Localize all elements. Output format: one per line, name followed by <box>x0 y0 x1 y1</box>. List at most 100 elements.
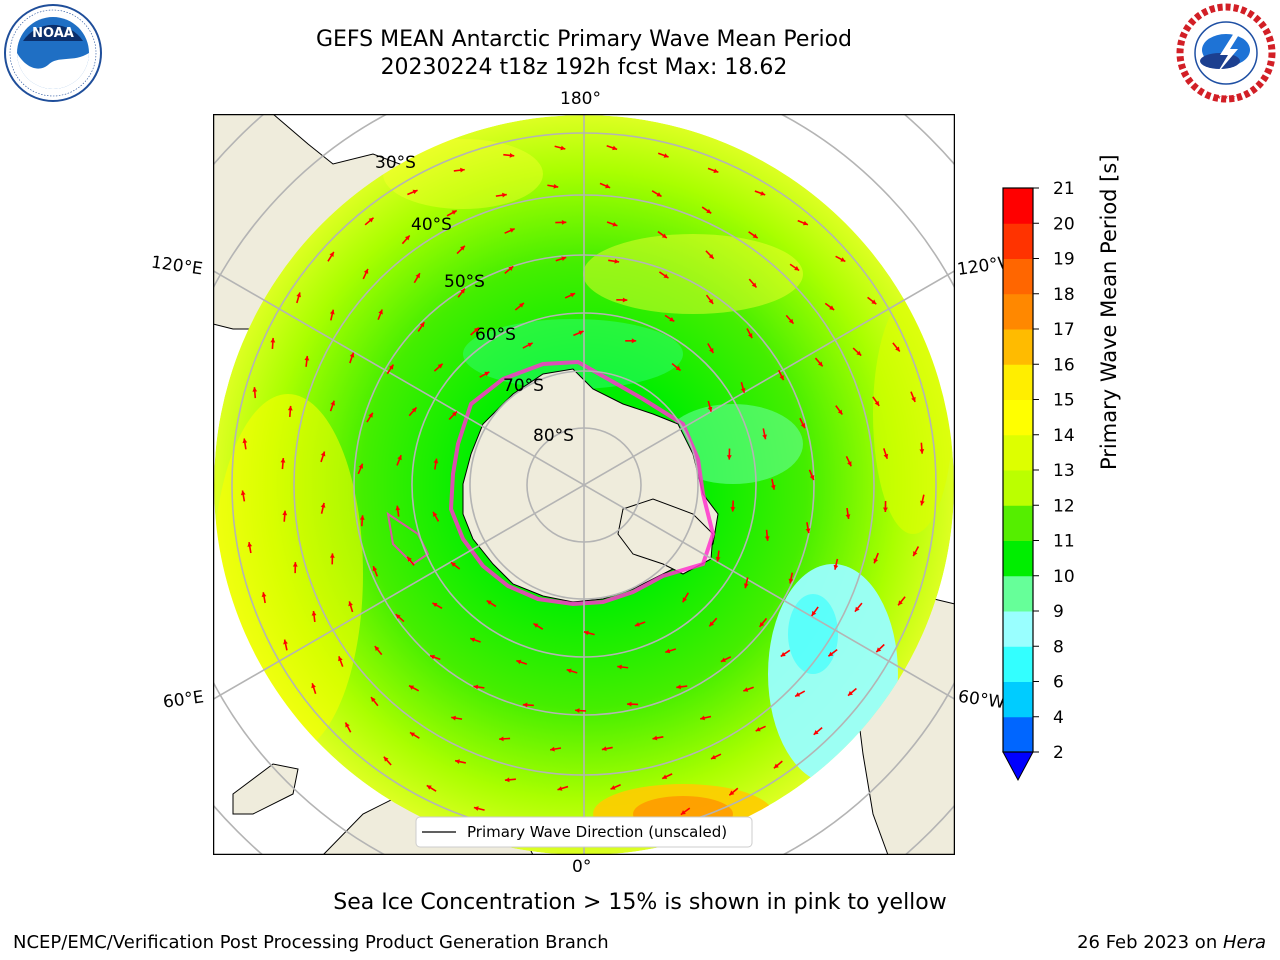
wave-arrow-head <box>874 400 880 406</box>
wave-arrow-head <box>419 322 425 328</box>
wave-arrow-head <box>700 715 706 721</box>
wave-arrow-head <box>378 309 383 315</box>
wave-arrow-head <box>802 220 808 226</box>
colorbar-swatch <box>1003 399 1033 436</box>
wave-arrow-head <box>311 611 317 616</box>
colorbar-swatch <box>1003 223 1033 259</box>
wave-arrow-head <box>486 600 492 605</box>
colorbar-tick-label: 20 <box>1053 214 1075 234</box>
wave-arrow-head <box>247 542 253 547</box>
wave-arrow-head <box>450 562 456 567</box>
wave-arrow-head <box>473 806 479 811</box>
wave-arrow-head <box>617 664 622 670</box>
wave-arrow-head <box>240 490 246 496</box>
wave-arrow-head <box>371 697 376 703</box>
colorbar-swatch <box>1003 470 1033 506</box>
wave-arrow-head <box>433 511 438 517</box>
wave-arrow-head <box>502 192 507 198</box>
wave-arrow-head <box>805 528 811 534</box>
wave-arrow-head <box>612 221 618 227</box>
wave-arrow-head <box>665 648 671 654</box>
wave-arrow-head <box>404 235 410 241</box>
wave-arrow-head <box>415 273 420 279</box>
footer-date: 26 Feb 2023 on Hera <box>1077 932 1266 953</box>
wave-arrow-head <box>460 167 465 173</box>
wave-arrow-head <box>452 411 457 417</box>
wave-arrow-head <box>634 622 640 627</box>
lat-label-80s: 80°S <box>533 426 574 446</box>
wave-arrow-head <box>561 219 567 225</box>
colorbar-swatch <box>1003 540 1033 577</box>
colorbar-swatch <box>1003 575 1033 612</box>
wave-arrow-head <box>470 637 476 643</box>
wave-arrow-head <box>788 318 794 324</box>
wave-arrow-head <box>270 337 276 343</box>
wave-arrow-head <box>656 192 662 197</box>
lon-label-bottom: 0° <box>572 857 592 877</box>
colorbar-tick-label: 2 <box>1053 743 1064 763</box>
wave-arrow-head <box>407 556 412 562</box>
wave-arrow-head <box>460 288 465 294</box>
wave-arrow-head <box>557 786 563 791</box>
colorbar-swatch <box>1003 681 1033 718</box>
wave-arrow-head <box>282 510 288 516</box>
colorbar-swatch <box>1003 505 1033 541</box>
wave-arrow-head <box>372 566 378 572</box>
colorbar-swatch <box>1003 364 1033 400</box>
wave-arrow-head <box>516 659 522 665</box>
colorbar-swatch <box>1003 716 1033 753</box>
lat-label-40s: 40°S <box>411 215 452 235</box>
wave-arrow-head <box>837 409 843 415</box>
colorbar-tick-label: 9 <box>1053 602 1064 622</box>
svg-text:★ ★ ★: ★ ★ ★ <box>1216 94 1236 101</box>
noaa-logo: NOAA <box>4 4 102 102</box>
lon-label-left-lower: 60°E <box>161 687 206 713</box>
wave-arrow-head <box>261 592 267 597</box>
wave-arrow-head <box>388 364 394 370</box>
wave-arrow-head <box>397 455 402 461</box>
wave-arrow-head <box>788 578 794 584</box>
wave-arrow-head <box>743 583 749 589</box>
wave-arrow-head <box>760 191 766 196</box>
wave-arrow-head <box>451 715 456 721</box>
wave-arrow-head <box>840 257 846 262</box>
wave-arrow-head <box>605 183 611 189</box>
colorbar-swatch <box>1003 611 1033 647</box>
wave-arrow-head <box>856 350 862 356</box>
wave-arrow-head <box>610 785 616 790</box>
wave-arrow-head <box>499 736 504 742</box>
wave-arrow-head <box>661 233 667 239</box>
colorbar-tick-label: 16 <box>1053 355 1075 375</box>
wave-arrow-head <box>345 722 350 728</box>
wave-arrow-head <box>764 536 770 541</box>
wave-arrow-head <box>751 282 757 288</box>
wave-arrow-head <box>570 292 576 298</box>
wave-arrow-head <box>773 763 779 769</box>
wave-arrow-head <box>708 253 714 259</box>
colorbar-swatch <box>1003 258 1033 295</box>
colorbar-tick-label: 17 <box>1053 320 1075 340</box>
wave-arrow-head <box>509 153 515 158</box>
wave-arrow-head <box>329 553 335 558</box>
wave-arrow-head <box>320 502 326 508</box>
wave-arrow-head <box>374 646 380 652</box>
wave-arrow-head <box>283 639 288 645</box>
legend-label: Primary Wave Direction (unscaled) <box>467 823 727 841</box>
wave-arrow-head <box>280 458 286 463</box>
wave-arrow-head <box>662 774 668 779</box>
wave-arrow-head <box>527 342 533 348</box>
wave-arrow-head <box>242 438 248 444</box>
wave-arrow-head <box>845 514 851 519</box>
wave-arrow-head <box>813 730 819 735</box>
wave-arrow-head <box>770 484 776 490</box>
wave-arrow-head <box>709 348 714 354</box>
colorbar-tick-label: 14 <box>1053 426 1075 446</box>
wave-arrow-head <box>883 453 889 459</box>
wave-arrow-head <box>429 654 435 660</box>
wave-arrow-head <box>919 449 925 454</box>
wave-arrow-head <box>583 630 589 636</box>
wave-arrow-head <box>622 297 628 303</box>
wave-arrow-head <box>847 461 852 467</box>
wave-arrow-head <box>349 352 355 358</box>
wave-arrow-head <box>811 610 817 616</box>
